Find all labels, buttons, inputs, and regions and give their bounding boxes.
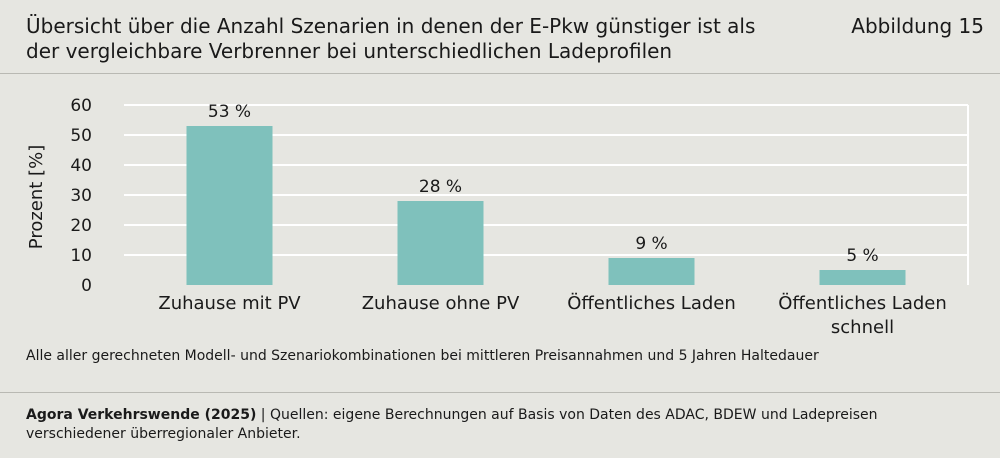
- y-tick-label: 10: [70, 246, 92, 266]
- x-tick-label: Öffentliches Laden: [778, 292, 947, 314]
- bars: [186, 126, 906, 285]
- source-text: Quellen: eigene Berechnungen auf Basis v…: [26, 407, 878, 442]
- y-tick-label: 60: [70, 96, 92, 116]
- figure-label: Abbildung 15: [851, 14, 984, 38]
- y-tick-label: 40: [70, 156, 92, 176]
- x-tick-label: schnell: [831, 317, 894, 338]
- bar: [608, 258, 695, 285]
- y-tick-label: 50: [70, 126, 92, 146]
- y-tick-label: 0: [81, 276, 92, 296]
- x-tick-label: Zuhause ohne PV: [362, 293, 520, 314]
- x-tick-label: Öffentliches Laden: [567, 292, 736, 314]
- bar-chart: 0 10 20 30 40 50 60 Prozent [%] 53 % 28 % 9 % 5 %…: [26, 96, 969, 338]
- y-axis-ticks: 0 10 20 30 40 50 60: [70, 96, 92, 296]
- y-axis-label: Prozent [%]: [26, 145, 47, 249]
- data-label: 9 %: [635, 234, 667, 254]
- source-separator: |: [256, 407, 270, 423]
- data-label: 53 %: [208, 102, 251, 122]
- y-tick-label: 30: [70, 186, 92, 206]
- x-axis-labels: Zuhause mit PV Zuhause ohne PV Öffentliche…: [158, 292, 946, 338]
- bar: [186, 126, 273, 285]
- chart-title: Übersicht über die Anzahl Szenarien in d…: [26, 14, 756, 63]
- data-label: 28 %: [419, 177, 462, 197]
- source-line: Agora Verkehrswende (2025) | Quellen: ei…: [26, 406, 976, 444]
- bar: [397, 201, 484, 285]
- data-label: 5 %: [846, 246, 878, 266]
- bar: [819, 270, 906, 285]
- data-labels: 53 % 28 % 9 % 5 %: [208, 102, 879, 266]
- x-tick-label: Zuhause mit PV: [158, 293, 301, 314]
- chart-note: Alle aller gerechneten Modell- und Szena…: [26, 348, 819, 364]
- source-org: Agora Verkehrswende (2025): [26, 407, 257, 423]
- footer: Agora Verkehrswende (2025) | Quellen: ei…: [0, 392, 1000, 458]
- header: Übersicht über die Anzahl Szenarien in d…: [0, 0, 1000, 74]
- y-tick-label: 20: [70, 216, 92, 236]
